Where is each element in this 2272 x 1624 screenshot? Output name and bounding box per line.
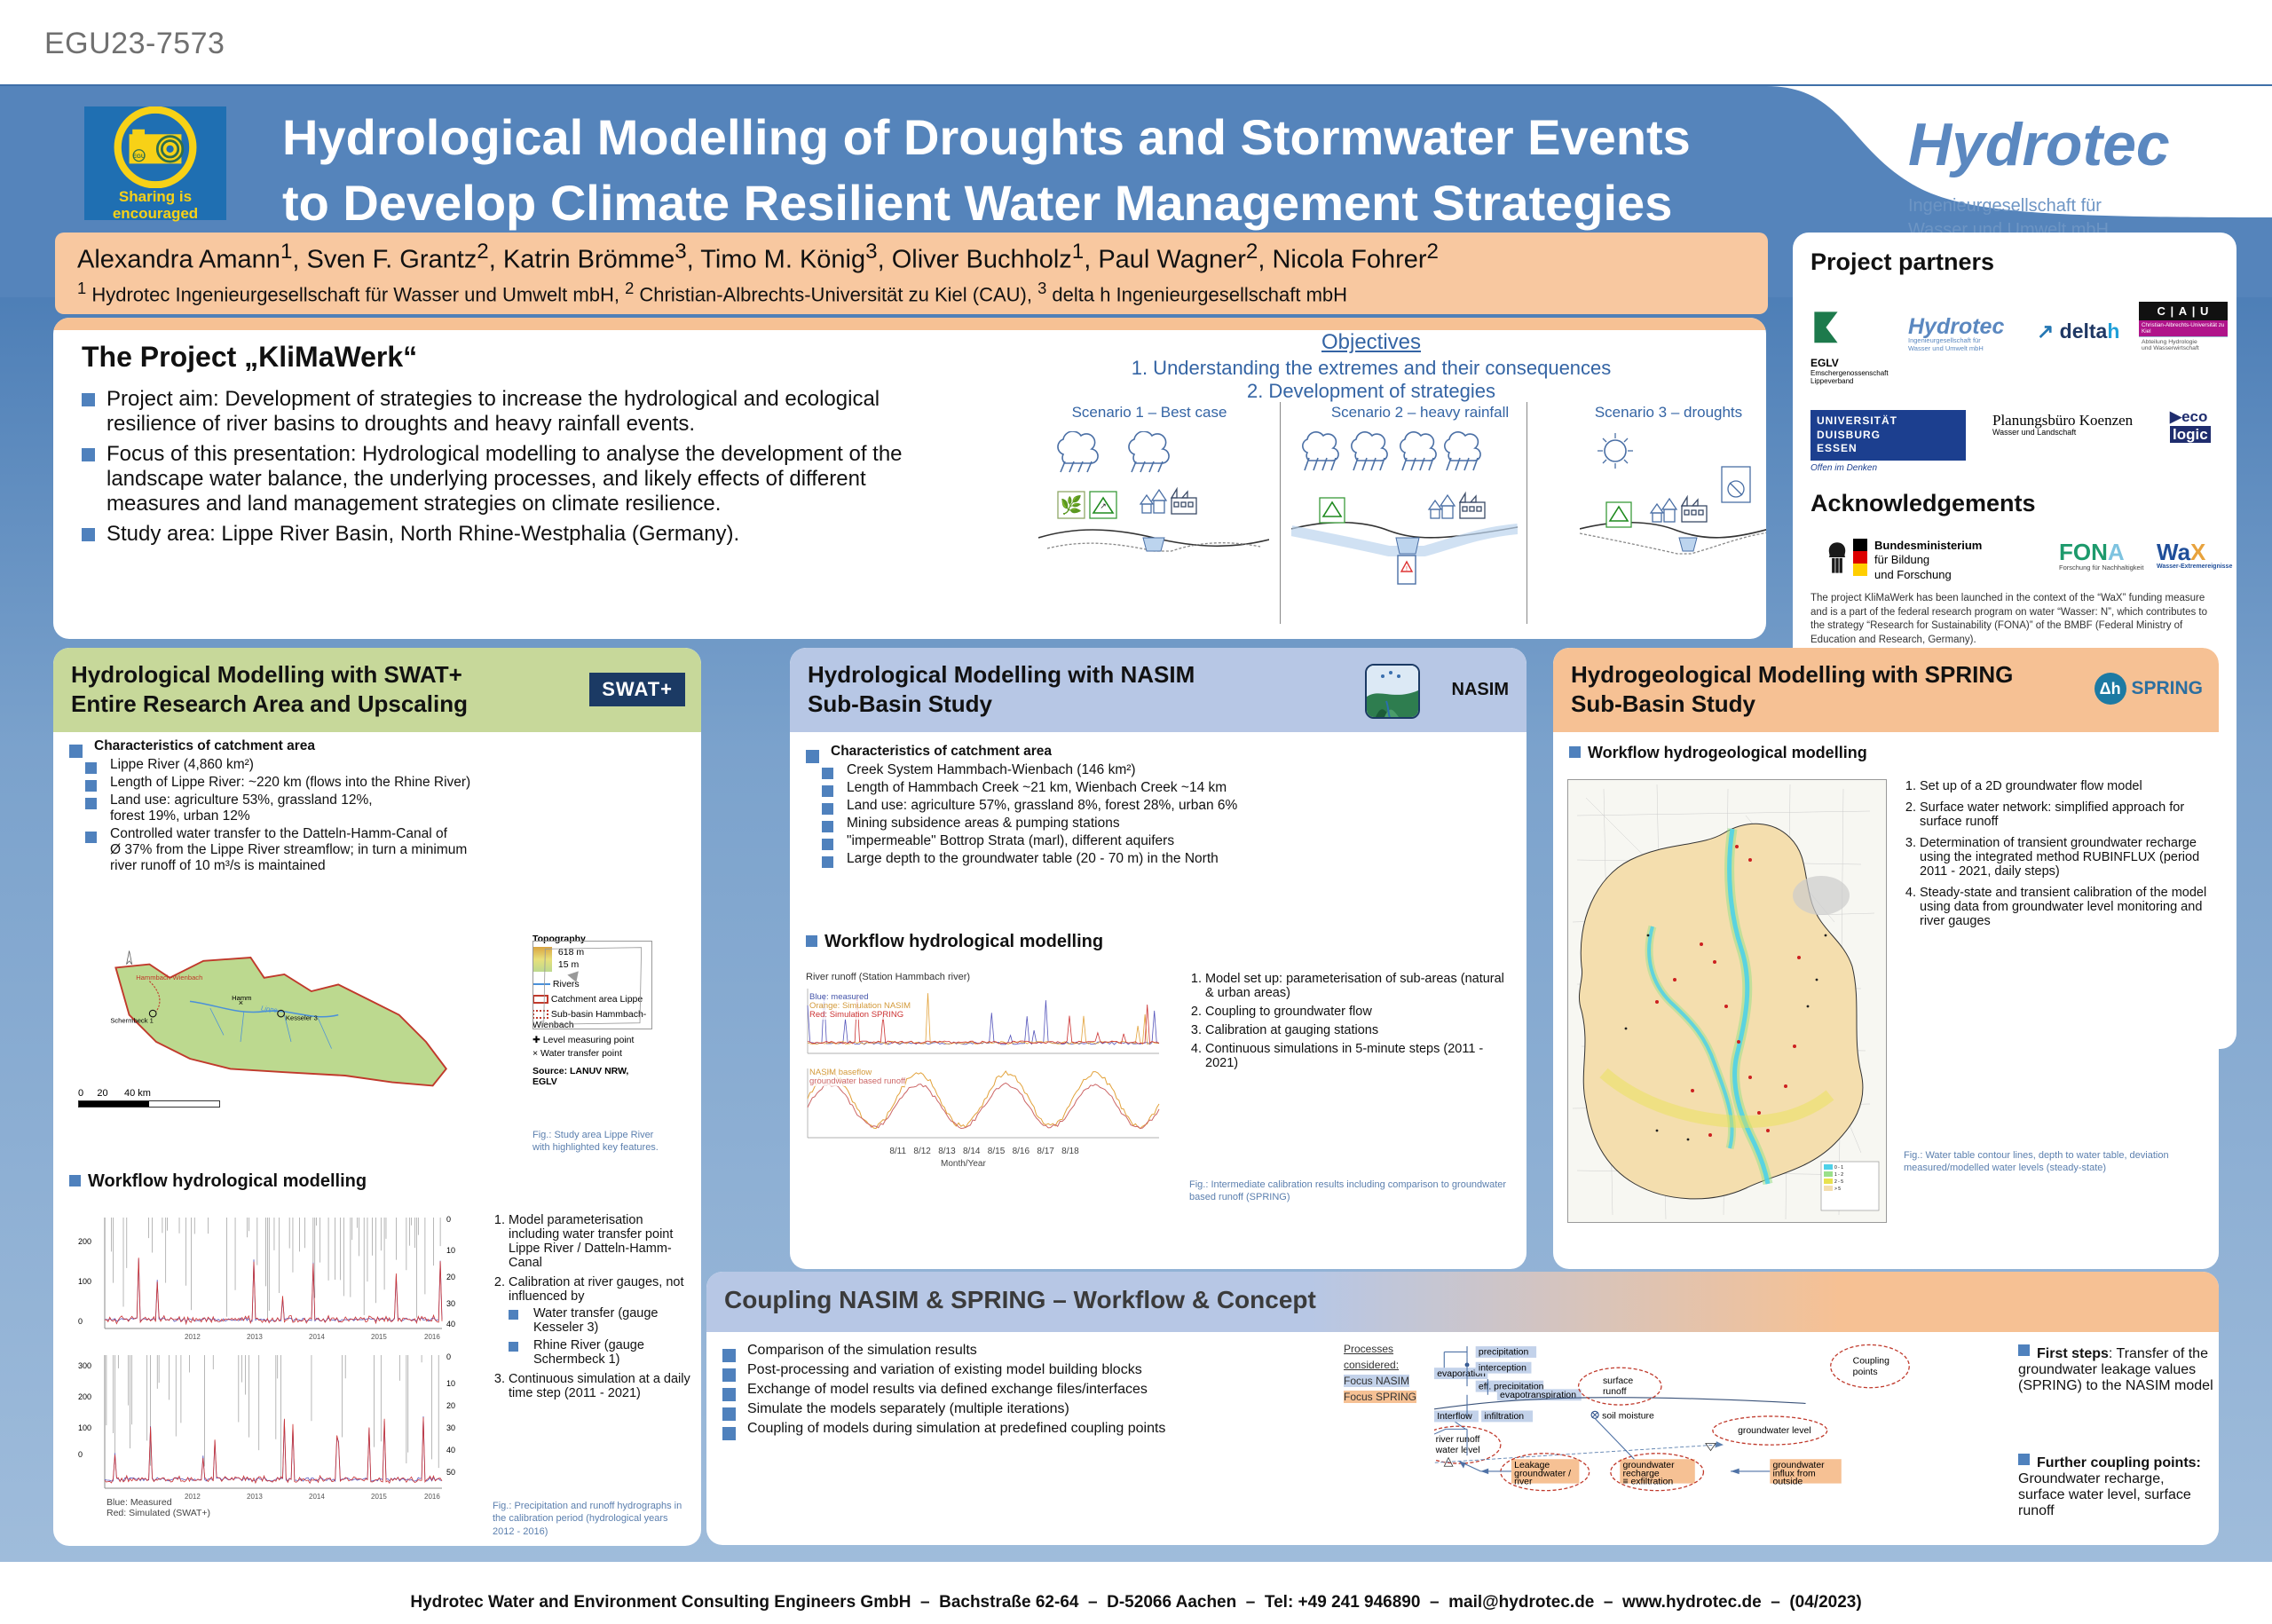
svg-text:2014: 2014: [309, 1333, 325, 1341]
svg-text:40: 40: [446, 1446, 455, 1455]
svg-text:> 5: > 5: [1834, 1186, 1841, 1192]
svg-text:40: 40: [446, 1320, 455, 1328]
svg-text:Kesseler 3: Kesseler 3: [286, 1014, 318, 1022]
svg-text:×: ×: [239, 998, 243, 1007]
svg-text:1 - 2: 1 - 2: [1834, 1172, 1843, 1178]
svg-text:EGU: EGU: [133, 154, 146, 160]
svg-text:surface: surface: [1603, 1376, 1633, 1386]
svg-text:water level: water level: [1435, 1446, 1480, 1455]
svg-text:precipitation: precipitation: [1479, 1348, 1529, 1358]
svg-text:Coupling: Coupling: [1853, 1356, 1889, 1366]
svg-text:0 - 1: 0 - 1: [1834, 1165, 1843, 1171]
svg-text:runoff: runoff: [1603, 1387, 1627, 1397]
svg-text:0: 0: [446, 1215, 451, 1224]
svg-text:2014: 2014: [309, 1493, 325, 1501]
svg-text:river: river: [1514, 1477, 1533, 1486]
svg-text:2015: 2015: [371, 1493, 387, 1501]
svg-text:≡ exfiltration: ≡ exfiltration: [1622, 1477, 1673, 1486]
svg-text:Hydrotec: Hydrotec: [1908, 111, 2170, 178]
svg-text:0: 0: [78, 1450, 83, 1459]
svg-text:2015: 2015: [371, 1333, 387, 1341]
svg-text:outside: outside: [1773, 1477, 1803, 1486]
svg-text:30: 30: [446, 1423, 455, 1432]
svg-text:soil moisture: soil moisture: [1602, 1411, 1654, 1421]
svg-text:↗: ↗: [1100, 501, 1107, 510]
svg-text:river runoff: river runoff: [1436, 1435, 1480, 1445]
svg-text:interception: interception: [1479, 1363, 1526, 1373]
svg-text:200: 200: [78, 1237, 91, 1246]
svg-text:0: 0: [446, 1352, 451, 1361]
svg-text:!: !: [1406, 566, 1408, 572]
svg-text:groundwater level: groundwater level: [1738, 1426, 1811, 1436]
svg-text:50: 50: [446, 1468, 455, 1477]
svg-text:points: points: [1853, 1368, 1878, 1377]
svg-text:20: 20: [446, 1273, 455, 1281]
svg-text:2016: 2016: [424, 1333, 440, 1341]
svg-text:100: 100: [78, 1277, 91, 1286]
svg-text:0: 0: [78, 1317, 83, 1326]
svg-text:20: 20: [446, 1401, 455, 1410]
svg-text:Hammbach-Wienbach: Hammbach-Wienbach: [136, 974, 202, 981]
svg-text:300: 300: [78, 1361, 91, 1370]
svg-text:200: 200: [78, 1392, 91, 1401]
svg-text:2013: 2013: [247, 1333, 263, 1341]
svg-text:100: 100: [78, 1423, 91, 1432]
svg-text:Schermbeck 1: Schermbeck 1: [110, 1017, 154, 1025]
svg-text:10: 10: [446, 1246, 455, 1255]
svg-text:2013: 2013: [247, 1493, 263, 1501]
svg-text:🌿: 🌿: [1061, 494, 1083, 516]
svg-text:30: 30: [446, 1299, 455, 1308]
svg-text:2 - 5: 2 - 5: [1834, 1179, 1843, 1185]
svg-text:2016: 2016: [424, 1493, 440, 1501]
svg-text:infiltration: infiltration: [1484, 1412, 1524, 1422]
svg-text:10: 10: [446, 1379, 455, 1388]
svg-text:2012: 2012: [185, 1333, 201, 1341]
